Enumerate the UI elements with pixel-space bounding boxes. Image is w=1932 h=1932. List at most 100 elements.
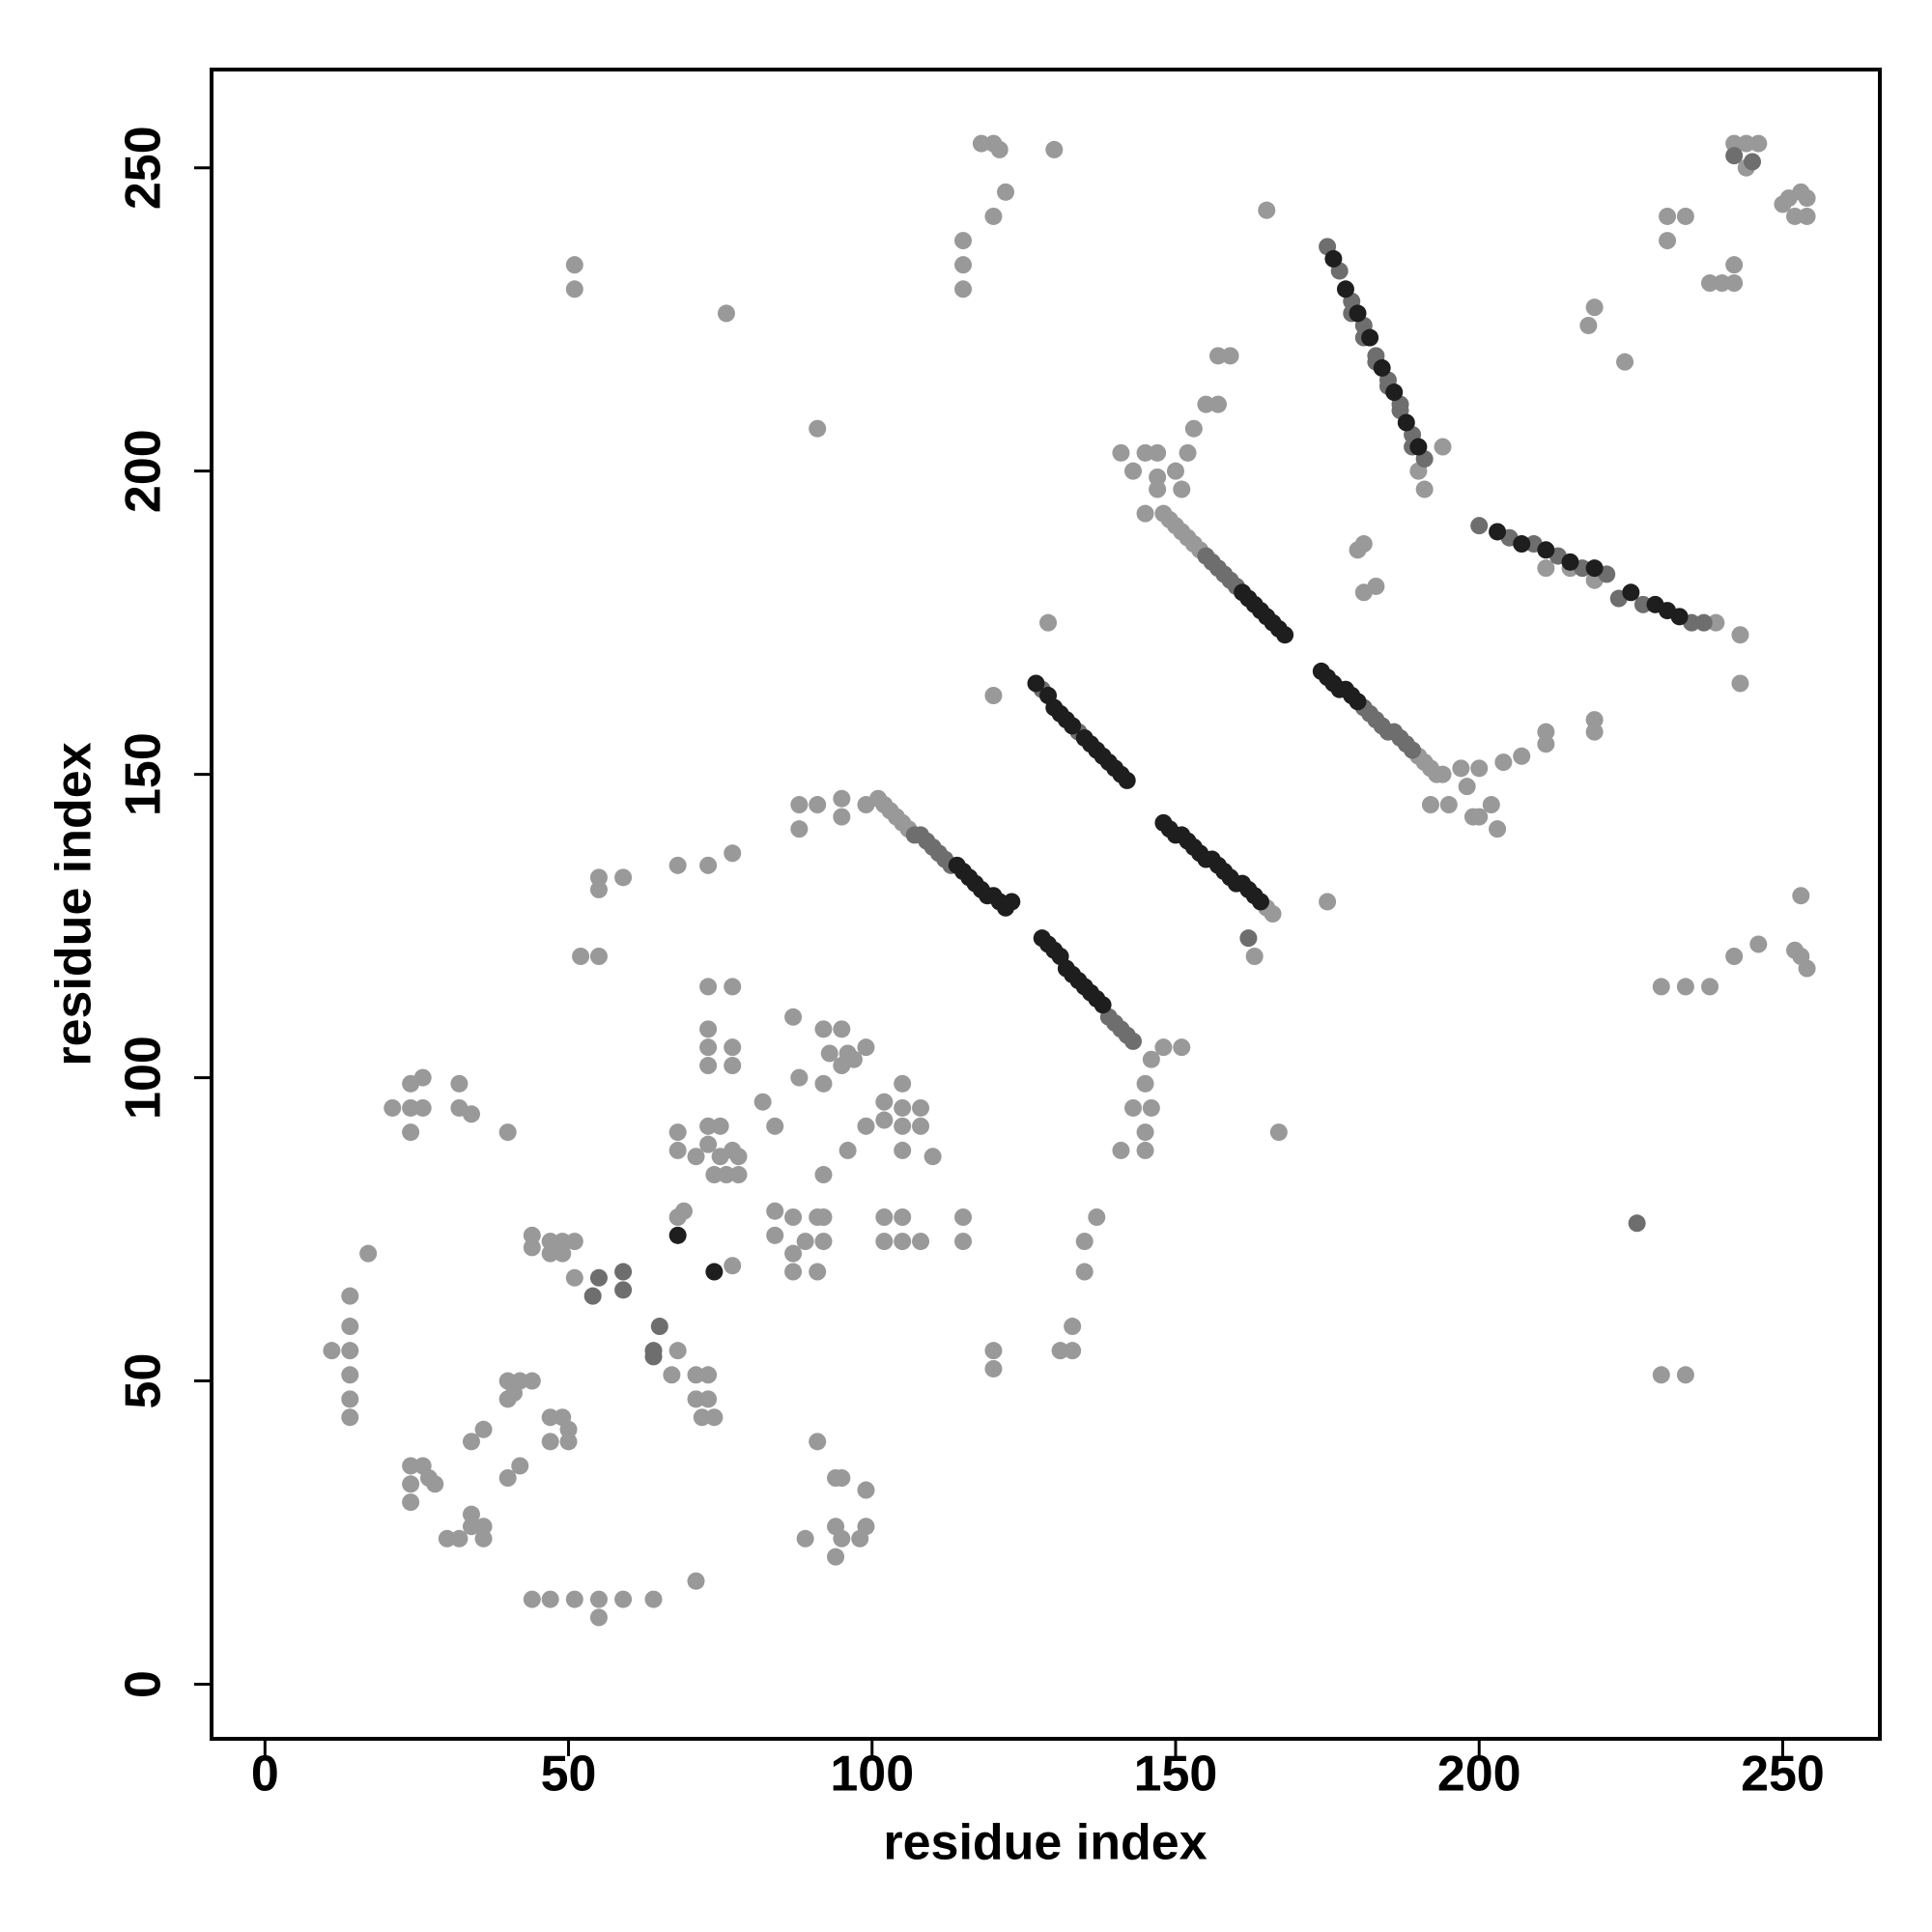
point <box>1421 796 1439 814</box>
point <box>589 1590 608 1608</box>
point <box>650 1318 668 1336</box>
point <box>833 808 851 826</box>
point <box>790 820 809 838</box>
point <box>784 1008 803 1026</box>
point <box>402 1457 420 1475</box>
point <box>1670 608 1689 626</box>
point <box>1075 1233 1094 1251</box>
point <box>814 1020 833 1038</box>
point <box>1349 304 1367 323</box>
point <box>1385 384 1404 402</box>
point <box>766 1202 784 1220</box>
point <box>894 1074 912 1093</box>
point <box>809 796 827 814</box>
points <box>323 134 1816 1627</box>
point <box>589 948 608 965</box>
point <box>498 1469 517 1487</box>
point <box>820 1044 838 1063</box>
point <box>1798 207 1816 225</box>
point <box>450 1529 469 1548</box>
point <box>1064 717 1082 735</box>
point <box>809 419 827 438</box>
point <box>912 1117 930 1135</box>
point <box>894 1141 912 1159</box>
point <box>1123 1098 1142 1117</box>
point <box>1725 147 1744 165</box>
x-tick-label: 250 <box>1741 1747 1825 1803</box>
point <box>589 1268 608 1287</box>
point <box>559 1433 578 1451</box>
point <box>875 1233 894 1251</box>
point <box>1149 480 1167 498</box>
point <box>814 1208 833 1226</box>
point <box>554 1233 572 1251</box>
point <box>614 1263 633 1281</box>
point <box>790 1068 809 1087</box>
point <box>923 1148 942 1166</box>
point <box>827 1548 845 1566</box>
point <box>1142 1098 1160 1117</box>
point <box>724 844 742 863</box>
point <box>1676 207 1694 225</box>
point <box>1112 443 1130 462</box>
point <box>912 1233 930 1251</box>
point <box>1367 577 1385 595</box>
point <box>838 1141 857 1159</box>
point <box>1142 1050 1160 1068</box>
plot-frame <box>210 68 1882 1741</box>
point <box>984 687 1003 704</box>
point <box>1197 395 1215 413</box>
point <box>668 1141 687 1159</box>
point <box>474 1518 493 1536</box>
point <box>462 1518 480 1536</box>
point <box>1039 613 1058 632</box>
point <box>668 1123 687 1142</box>
point <box>1409 438 1428 456</box>
point <box>1064 1342 1082 1360</box>
point <box>699 856 718 874</box>
point <box>341 1366 359 1384</box>
point <box>1003 893 1021 911</box>
point <box>1458 778 1476 796</box>
point <box>894 1098 912 1117</box>
point <box>1537 723 1555 741</box>
point <box>687 1148 705 1166</box>
point <box>809 1263 827 1281</box>
point <box>1319 893 1337 911</box>
x-tick-label: 150 <box>1134 1747 1218 1803</box>
point <box>699 1366 718 1384</box>
point <box>559 1420 578 1438</box>
point <box>1239 929 1258 948</box>
point <box>523 1238 541 1257</box>
point <box>1463 808 1482 826</box>
point <box>833 1020 851 1038</box>
point <box>402 1123 420 1142</box>
point <box>1094 996 1112 1014</box>
point <box>1088 1208 1106 1226</box>
point <box>438 1529 456 1548</box>
point <box>523 1226 541 1244</box>
point <box>984 1342 1003 1360</box>
point <box>1537 541 1555 559</box>
point <box>766 1226 784 1244</box>
point <box>705 1263 724 1281</box>
point <box>565 1268 583 1287</box>
point <box>699 978 718 996</box>
point <box>341 1408 359 1427</box>
point <box>668 1342 687 1360</box>
point <box>699 1020 718 1038</box>
point <box>1336 280 1354 298</box>
point <box>1258 201 1276 219</box>
point <box>1489 820 1507 838</box>
point <box>1731 674 1749 693</box>
point <box>1676 978 1694 996</box>
point <box>814 1074 833 1093</box>
point <box>1561 553 1579 571</box>
point <box>833 1469 851 1487</box>
point <box>1537 559 1555 578</box>
point <box>504 1384 523 1403</box>
point <box>1494 753 1513 772</box>
point <box>1173 1038 1191 1057</box>
